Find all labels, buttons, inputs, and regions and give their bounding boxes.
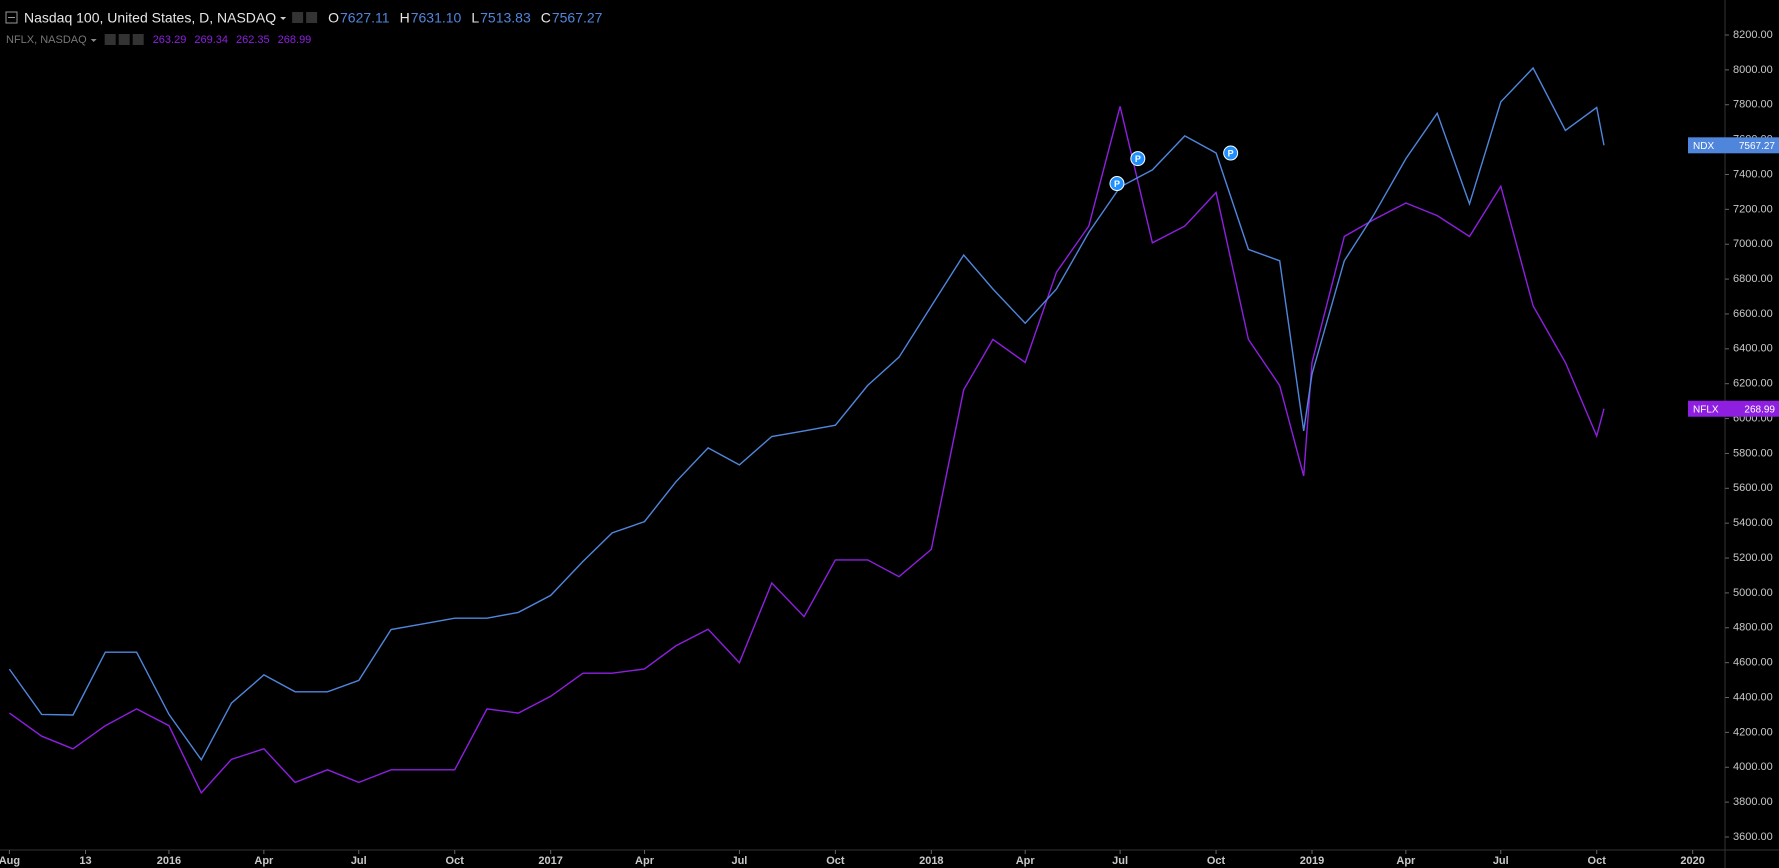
dropdown-caret bbox=[280, 17, 287, 20]
collapse-icon[interactable] bbox=[5, 11, 18, 24]
x-tick-label: 13 bbox=[79, 855, 91, 867]
ohlc-label: O bbox=[328, 10, 339, 26]
y-tick-label: 4000.00 bbox=[1733, 761, 1773, 773]
header-icon bbox=[292, 12, 304, 23]
x-tick-label: Apr bbox=[1016, 855, 1036, 867]
y-tick-label: 5000.00 bbox=[1733, 587, 1773, 599]
x-tick-label: Aug bbox=[0, 855, 20, 867]
x-tick-label: Apr bbox=[254, 855, 274, 867]
chart-title: Nasdaq 100, United States, D, NASDAQ bbox=[24, 10, 276, 26]
dropdown-caret bbox=[90, 39, 97, 42]
x-tick-label: Jul bbox=[1112, 855, 1128, 867]
x-tick-label: Oct bbox=[446, 855, 465, 867]
ohlc-value: 7513.83 bbox=[480, 10, 531, 26]
price-badge bbox=[1688, 137, 1779, 154]
compare-value: 269.34 bbox=[194, 34, 228, 46]
y-tick-label: 8000.00 bbox=[1733, 64, 1773, 76]
ohlc-value: 7567.27 bbox=[552, 10, 603, 26]
x-tick-label: Jul bbox=[1493, 855, 1509, 867]
ohlc-value: 7627.11 bbox=[340, 10, 390, 26]
x-tick-label: Jul bbox=[731, 855, 747, 867]
x-tick-label: Oct bbox=[1588, 855, 1607, 867]
header-icon bbox=[306, 12, 318, 23]
x-tick-label: Apr bbox=[1396, 855, 1416, 867]
event-marker bbox=[1223, 145, 1239, 161]
y-tick-label: 7400.00 bbox=[1733, 168, 1773, 180]
price-badge-value: 7567.27 bbox=[1739, 141, 1776, 152]
compare-icon bbox=[104, 34, 116, 45]
price-badge-value: 268.99 bbox=[1744, 404, 1775, 415]
ohlc-label: C bbox=[541, 10, 551, 26]
y-tick-label: 6800.00 bbox=[1733, 273, 1773, 285]
series-line bbox=[8, 106, 1605, 795]
ohlc-label: L bbox=[471, 10, 479, 26]
y-tick-label: 7200.00 bbox=[1733, 203, 1773, 215]
y-tick-label: 6600.00 bbox=[1733, 308, 1773, 320]
event-marker-label: P bbox=[1228, 148, 1234, 158]
y-tick-label: 4800.00 bbox=[1733, 622, 1773, 634]
y-tick-label: 5400.00 bbox=[1733, 517, 1773, 529]
x-tick-label: Oct bbox=[1207, 855, 1226, 867]
y-tick-label: 7800.00 bbox=[1733, 99, 1773, 111]
ohlc-value: 7631.10 bbox=[411, 10, 462, 26]
x-tick-label: Apr bbox=[635, 855, 655, 867]
event-marker bbox=[1130, 151, 1146, 167]
y-tick-label: 3800.00 bbox=[1733, 796, 1773, 808]
ohlc-label: H bbox=[400, 10, 410, 26]
price-badge-name: NFLX bbox=[1693, 404, 1719, 415]
compare-value: 263.29 bbox=[153, 34, 187, 46]
y-tick-label: 7000.00 bbox=[1733, 238, 1773, 250]
compare-value: 268.99 bbox=[278, 34, 312, 46]
x-tick-label: 2019 bbox=[1300, 855, 1324, 867]
y-tick-label: 6400.00 bbox=[1733, 343, 1773, 355]
y-tick-label: 8200.00 bbox=[1733, 29, 1773, 41]
event-marker-label: P bbox=[1114, 179, 1120, 189]
price-badge-name: NDX bbox=[1693, 141, 1714, 152]
y-tick-label: 4600.00 bbox=[1733, 657, 1773, 669]
x-tick-label: 2020 bbox=[1680, 855, 1704, 867]
x-tick-label: 2017 bbox=[538, 855, 562, 867]
x-tick-label: Oct bbox=[826, 855, 845, 867]
y-tick-label: 4200.00 bbox=[1733, 726, 1773, 738]
y-tick-label: 5800.00 bbox=[1733, 447, 1773, 459]
y-tick-label: 6200.00 bbox=[1733, 378, 1773, 390]
y-tick-label: 3600.00 bbox=[1733, 831, 1773, 843]
compare-icon bbox=[132, 34, 144, 45]
y-tick-label: 5600.00 bbox=[1733, 482, 1773, 494]
compare-icon bbox=[118, 34, 130, 45]
x-tick-label: 2016 bbox=[157, 855, 181, 867]
series-line bbox=[8, 66, 1605, 762]
y-tick-label: 5200.00 bbox=[1733, 552, 1773, 564]
compare-value: 262.35 bbox=[236, 34, 270, 46]
compare-title: NFLX, NASDAQ bbox=[6, 34, 87, 46]
x-tick-label: 2018 bbox=[919, 855, 943, 867]
price-badge bbox=[1688, 400, 1779, 417]
x-tick-label: Jul bbox=[351, 855, 367, 867]
y-tick-label: 4400.00 bbox=[1733, 691, 1773, 703]
event-marker-label: P bbox=[1135, 154, 1141, 164]
event-marker bbox=[1109, 176, 1125, 192]
